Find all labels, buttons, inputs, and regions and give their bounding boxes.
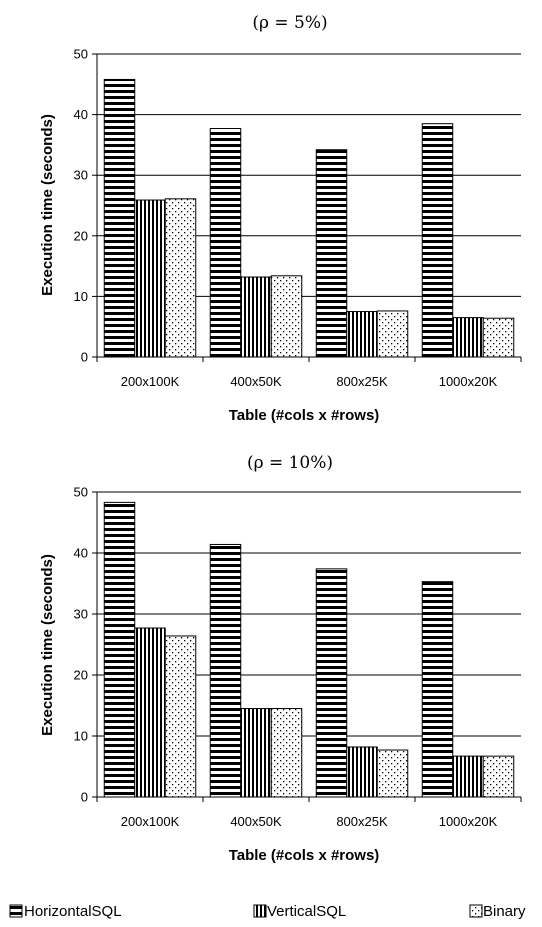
legend: HorizontalSQL VerticalSQL Binary [9,903,526,920]
bar-horizontalsql-800x25k [315,568,348,798]
legend-swatch-dots [469,904,483,918]
chart-title: (ρ = 5%) [252,13,327,33]
x-tick-label: 1000x20K [439,814,498,829]
x-axis-title: Table (#cols x #rows) [229,407,380,424]
x-tick-label: 800x25K [336,814,388,829]
x-tick-labels: 200x100K 400x50K 800x25K 1000x20K [121,374,498,389]
bar-binary-200x100k [164,198,197,358]
bar-verticalsql-1000x20k [452,317,484,358]
x-tick-label: 400x50K [230,374,282,389]
bar-horizontalsql-1000x20k [421,581,454,798]
x-tick-label: 1000x20K [439,374,498,389]
y-tick-label: 20 [74,228,88,243]
bar-binary-800x25k [376,749,409,798]
y-tick-labels: 0 10 20 30 40 50 [74,47,88,365]
bar-verticalsql-800x25k [346,746,378,798]
legend-item-verticalsql: VerticalSQL [253,903,346,920]
bar-binary-400x50k [270,275,303,358]
bar-binary-200x100k [164,635,197,798]
y-tick-label: 10 [74,729,88,744]
x-tick-label: 800x25K [336,374,388,389]
bar-horizontalsql-400x50k [209,128,242,358]
bars [103,501,515,798]
axes [92,53,522,362]
y-axis-title: Execution time (seconds) [39,114,56,296]
bar-horizontalsql-200x100k [103,501,136,798]
y-tick-label: 40 [74,107,88,122]
axes [92,491,522,802]
y-tick-label: 0 [81,790,88,805]
bar-horizontalsql-400x50k [209,543,242,798]
legend-swatch-horizontal-stripes [9,904,23,918]
x-tick-label: 400x50K [230,814,282,829]
x-tick-label: 200x100K [121,814,180,829]
bar-horizontalsql-200x100k [103,78,136,358]
y-tick-label: 30 [74,168,88,183]
legend-swatch-vertical-stripes [253,904,267,918]
x-tick-labels: 200x100K 400x50K 800x25K 1000x20K [121,814,498,829]
y-axis-title: Execution time (seconds) [39,554,56,736]
legend-label: VerticalSQL [267,903,346,920]
bar-horizontalsql-1000x20k [421,123,454,358]
bar-verticalsql-400x50k [240,276,272,358]
y-tick-label: 0 [81,350,88,365]
y-tick-label: 30 [74,607,88,622]
chart-panel-rho-5: (ρ = 5%) 0 10 20 30 40 50 200x100K 400x50K 800x… [39,13,522,424]
y-tick-label: 10 [74,289,88,304]
y-tick-label: 50 [74,47,88,62]
bar-horizontalsql-800x25k [315,149,348,358]
bar-binary-800x25k [376,310,409,358]
bar-verticalsql-1000x20k [452,755,484,798]
bar-binary-1000x20k [482,755,515,798]
bar-binary-400x50k [270,708,303,798]
legend-item-binary: Binary [469,903,526,920]
y-tick-label: 40 [74,546,88,561]
y-tick-label: 20 [74,668,88,683]
legend-item-horizontalsql: HorizontalSQL [9,903,122,920]
bar-verticalsql-800x25k [346,311,378,358]
x-tick-label: 200x100K [121,374,180,389]
bar-verticalsql-200x100k [134,199,166,358]
y-tick-label: 50 [74,485,88,500]
chart-title: (ρ = 10%) [247,453,333,473]
bar-verticalsql-200x100k [134,627,166,798]
x-axis-title: Table (#cols x #rows) [229,847,380,864]
bars [103,78,515,358]
bar-binary-1000x20k [482,317,515,358]
legend-label: HorizontalSQL [24,903,122,920]
bar-verticalsql-400x50k [240,708,272,798]
chart-panel-rho-10: (ρ = 10%) 0 10 20 30 40 50 200x100K 400x50K 800… [39,453,522,864]
legend-label: Binary [483,903,526,920]
y-tick-labels: 0 10 20 30 40 50 [74,485,88,805]
